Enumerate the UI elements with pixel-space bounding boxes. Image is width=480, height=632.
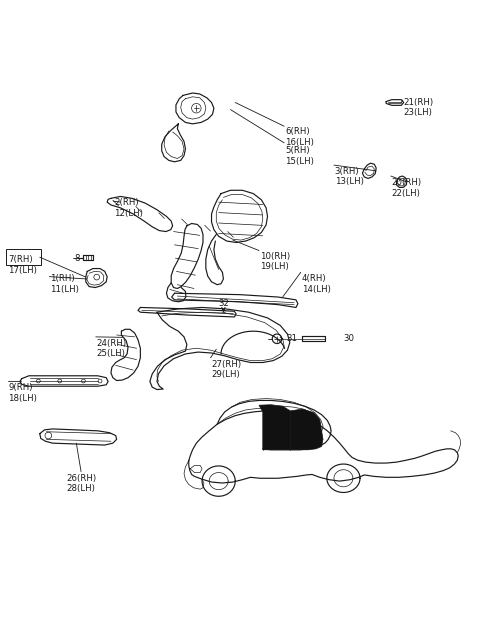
Text: 24(RH)
25(LH): 24(RH) 25(LH) (96, 339, 127, 358)
Text: 31: 31 (287, 334, 298, 343)
FancyBboxPatch shape (6, 249, 41, 265)
Text: 5(RH)
15(LH): 5(RH) 15(LH) (285, 146, 314, 166)
Text: 8: 8 (74, 253, 80, 263)
Text: 27(RH)
29(LH): 27(RH) 29(LH) (212, 360, 241, 379)
Text: 10(RH)
19(LH): 10(RH) 19(LH) (260, 252, 290, 271)
Text: 26(RH)
28(LH): 26(RH) 28(LH) (66, 473, 96, 493)
Text: 9(RH)
18(LH): 9(RH) 18(LH) (9, 384, 37, 403)
Text: 3(RH)
13(LH): 3(RH) 13(LH) (335, 167, 364, 186)
Text: 2(RH)
12(LH): 2(RH) 12(LH) (114, 198, 143, 218)
Text: 32: 32 (218, 299, 229, 308)
Text: 21(RH)
23(LH): 21(RH) 23(LH) (404, 98, 434, 117)
Text: 30: 30 (343, 334, 354, 343)
Polygon shape (259, 404, 290, 450)
Text: 1(RH)
11(LH): 1(RH) 11(LH) (50, 274, 79, 294)
Text: 4(RH)
14(LH): 4(RH) 14(LH) (301, 274, 331, 294)
Text: 6(RH)
16(LH): 6(RH) 16(LH) (285, 127, 314, 147)
Text: 7(RH)
17(LH): 7(RH) 17(LH) (9, 255, 37, 275)
Polygon shape (290, 409, 323, 450)
Text: 20(RH)
22(LH): 20(RH) 22(LH) (392, 178, 422, 198)
